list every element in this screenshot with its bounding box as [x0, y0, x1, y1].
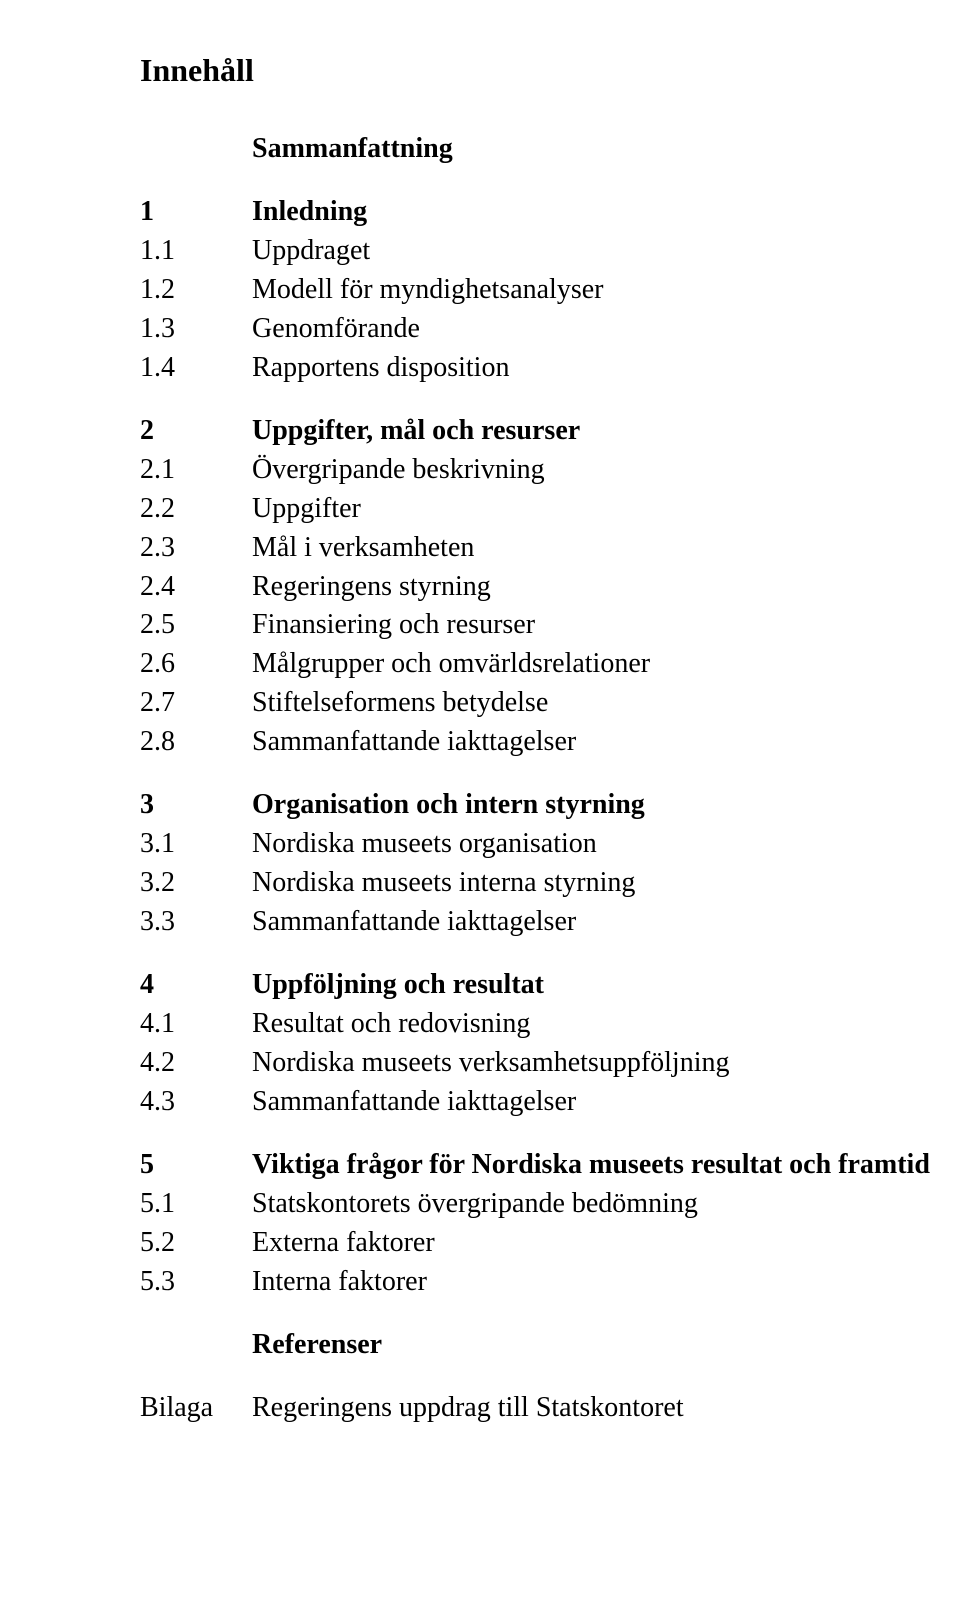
- toc-chapter-number: 5.1: [140, 1186, 252, 1223]
- toc-row: 2.7Stiftelseformens betydelse60: [140, 685, 960, 722]
- toc-label: Sammanfattande iakttagelser: [252, 1084, 960, 1121]
- toc-label: Regeringens uppdrag till Statskontoret: [252, 1390, 960, 1427]
- toc-row: 4.1Resultat och redovisning77: [140, 1006, 960, 1043]
- toc-label: Uppgifter: [252, 491, 960, 528]
- toc-row: 5.3Interna faktorer91: [140, 1264, 960, 1301]
- toc-container: Sammanfattning71Inledning131.1Uppdraget1…: [140, 131, 960, 1427]
- toc-row: 2.2Uppgifter22: [140, 491, 960, 528]
- toc-row: 2.5Finansiering och resurser47: [140, 607, 960, 644]
- toc-section: 5Viktiga frågor för Nordiska museets res…: [140, 1147, 960, 1301]
- toc-section: BilagaRegeringens uppdrag till Statskont…: [140, 1390, 960, 1427]
- toc-row: 4Uppföljning och resultat77: [140, 967, 960, 1004]
- toc-row: BilagaRegeringens uppdrag till Statskont…: [140, 1390, 960, 1427]
- toc-chapter-number: 1.1: [140, 233, 252, 270]
- toc-label: Interna faktorer: [252, 1264, 960, 1301]
- toc-section: 4Uppföljning och resultat774.1Resultat o…: [140, 967, 960, 1121]
- toc-row: 4.3Sammanfattande iakttagelser85: [140, 1084, 960, 1121]
- toc-row: 1Inledning13: [140, 194, 960, 231]
- toc-row: 2.6Målgrupper och omvärldsrelationer56: [140, 646, 960, 683]
- toc-chapter-number: 3.3: [140, 904, 252, 941]
- toc-chapter-number: 1: [140, 194, 252, 231]
- toc-label: Uppdraget: [252, 233, 960, 270]
- toc-row: Referenser103: [140, 1327, 960, 1364]
- toc-chapter-number: 2.1: [140, 452, 252, 489]
- toc-label: Övergripande beskrivning: [252, 452, 960, 489]
- toc-label: Sammanfattande iakttagelser: [252, 904, 960, 941]
- toc-chapter-number: 2.5: [140, 607, 252, 644]
- toc-chapter-number: 5.2: [140, 1225, 252, 1262]
- toc-row: 3.1Nordiska museets organisation67: [140, 826, 960, 863]
- toc-label: Uppföljning och resultat: [252, 967, 960, 1004]
- toc-section: 2Uppgifter, mål och resurser192.1Övergri…: [140, 413, 960, 762]
- toc-chapter-number: 1.4: [140, 350, 252, 387]
- toc-label: Målgrupper och omvärldsrelationer: [252, 646, 960, 683]
- toc-label: Rapportens disposition: [252, 350, 960, 387]
- toc-label: Organisation och intern styrning: [252, 787, 960, 824]
- toc-chapter-number: 3: [140, 787, 252, 824]
- toc-chapter-number: 3.2: [140, 865, 252, 902]
- toc-row: Sammanfattning7: [140, 131, 960, 168]
- toc-section: Referenser103: [140, 1327, 960, 1364]
- toc-section: 3Organisation och intern styrning673.1No…: [140, 787, 960, 941]
- toc-row: 2.1Övergripande beskrivning19: [140, 452, 960, 489]
- toc-label: Mål i verksamheten: [252, 530, 960, 567]
- toc-label: Resultat och redovisning: [252, 1006, 960, 1043]
- toc-chapter-number: 4.3: [140, 1084, 252, 1121]
- toc-label: Inledning: [252, 194, 960, 231]
- toc-label: Nordiska museets interna styrning: [252, 865, 960, 902]
- toc-chapter-number: 1.3: [140, 311, 252, 348]
- toc-label: Genomförande: [252, 311, 960, 348]
- toc-chapter-number: 4.1: [140, 1006, 252, 1043]
- toc-label: Nordiska museets organisation: [252, 826, 960, 863]
- toc-label: Regeringens styrning: [252, 569, 960, 606]
- toc-section: Sammanfattning7: [140, 131, 960, 168]
- toc-row: 2.4Regeringens styrning43: [140, 569, 960, 606]
- toc-row: 5.1Statskontorets övergripande bedömning…: [140, 1186, 960, 1223]
- toc-row: 3.2Nordiska museets interna styrning74: [140, 865, 960, 902]
- toc-label: Nordiska museets verksamhetsuppföljning: [252, 1045, 960, 1082]
- toc-row: 1.2Modell för myndighetsanalyser14: [140, 272, 960, 309]
- toc-label: Viktiga frågor för Nordiska museets resu…: [252, 1147, 960, 1184]
- toc-chapter-number: 5.3: [140, 1264, 252, 1301]
- toc-chapter-number: 2.3: [140, 530, 252, 567]
- toc-chapter-number: 2.8: [140, 724, 252, 761]
- toc-label: Uppgifter, mål och resurser: [252, 413, 960, 450]
- toc-label: Sammanfattande iakttagelser: [252, 724, 960, 761]
- toc-chapter-number: 2.7: [140, 685, 252, 722]
- toc-row: 2Uppgifter, mål och resurser19: [140, 413, 960, 450]
- toc-chapter-number: Bilaga: [140, 1390, 252, 1427]
- toc-chapter-number: 1.2: [140, 272, 252, 309]
- toc-row: 2.3Mål i verksamheten40: [140, 530, 960, 567]
- toc-label: Modell för myndighetsanalyser: [252, 272, 960, 309]
- toc-row: 1.3Genomförande15: [140, 311, 960, 348]
- toc-row: 1.4Rapportens disposition16: [140, 350, 960, 387]
- toc-chapter-number: 4.2: [140, 1045, 252, 1082]
- toc-row: 4.2Nordiska museets verksamhetsuppföljni…: [140, 1045, 960, 1082]
- toc-chapter-number: 5: [140, 1147, 252, 1184]
- toc-row: 5.2Externa faktorer89: [140, 1225, 960, 1262]
- toc-label: Statskontorets övergripande bedömning: [252, 1186, 960, 1223]
- toc-chapter-number: 3.1: [140, 826, 252, 863]
- toc-chapter-number: 2: [140, 413, 252, 450]
- toc-chapter-number: 2.4: [140, 569, 252, 606]
- page-title: Innehåll: [140, 52, 960, 89]
- toc-label: Sammanfattning: [252, 131, 960, 168]
- toc-chapter-number: 4: [140, 967, 252, 1004]
- toc-label: Stiftelseformens betydelse: [252, 685, 960, 722]
- toc-row: 1.1Uppdraget13: [140, 233, 960, 270]
- toc-row: 5Viktiga frågor för Nordiska museets res…: [140, 1147, 960, 1184]
- toc-section: 1Inledning131.1Uppdraget131.2Modell för …: [140, 194, 960, 387]
- toc-row: 3.3Sammanfattande iakttagelser76: [140, 904, 960, 941]
- toc-row: 3Organisation och intern styrning67: [140, 787, 960, 824]
- toc-chapter-number: 2.6: [140, 646, 252, 683]
- toc-label: Finansiering och resurser: [252, 607, 960, 644]
- toc-row: 2.8Sammanfattande iakttagelser65: [140, 724, 960, 761]
- toc-label: Referenser: [252, 1327, 960, 1364]
- toc-label: Externa faktorer: [252, 1225, 960, 1262]
- toc-chapter-number: 2.2: [140, 491, 252, 528]
